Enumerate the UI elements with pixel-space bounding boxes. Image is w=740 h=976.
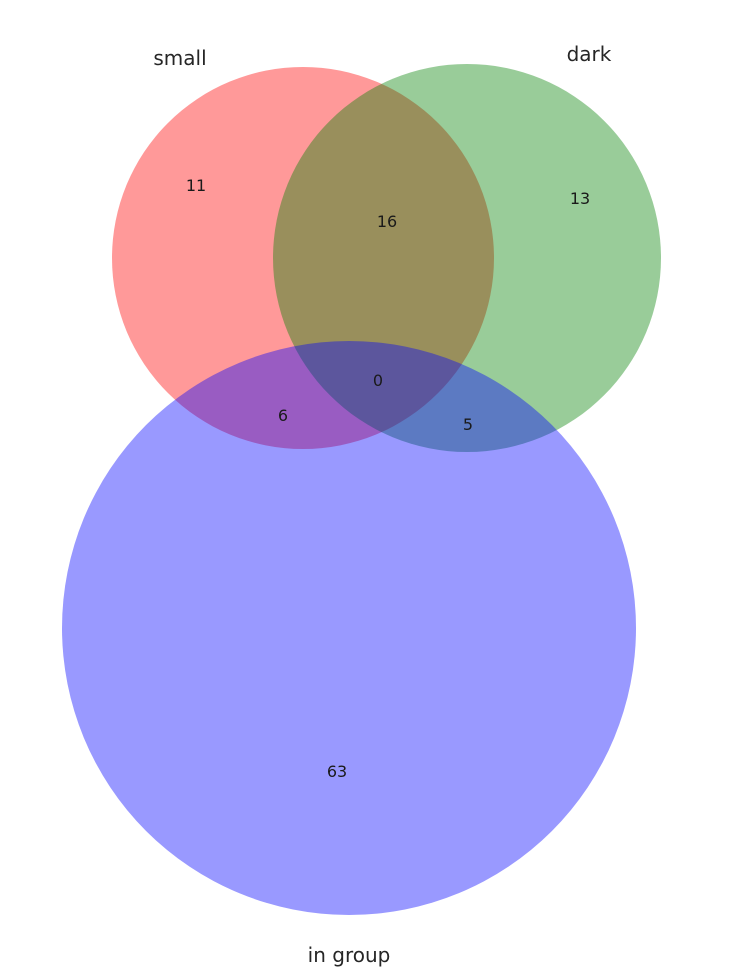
region-count-small-only: 11 — [186, 176, 206, 195]
circle-dark — [273, 64, 661, 452]
region-count-dark-only: 13 — [570, 189, 590, 208]
circle-small — [112, 67, 494, 449]
region-count-dark-in-group: 5 — [463, 415, 473, 434]
region-count-small-in-group: 6 — [278, 406, 288, 425]
region-count-all-three: 0 — [373, 371, 383, 390]
region-count-small-dark: 16 — [377, 212, 397, 231]
circle-in-group — [62, 341, 636, 915]
set-label-small: small — [153, 46, 206, 70]
set-label-in-group: in group — [308, 943, 391, 967]
region-count-in-group-only: 63 — [327, 762, 347, 781]
set-label-dark: dark — [567, 42, 612, 66]
